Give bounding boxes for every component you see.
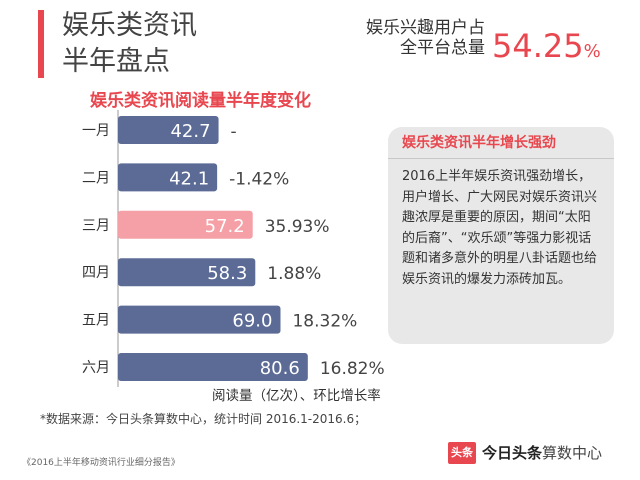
insight-panel-title: 娱乐类资讯半年增长强劲 bbox=[402, 135, 556, 151]
growth-rate-label: - bbox=[231, 122, 237, 142]
growth-rate-label: 1.88% bbox=[267, 264, 321, 284]
growth-rate-label: 35.93% bbox=[265, 217, 330, 237]
bar-value-label: 58.3 bbox=[207, 263, 247, 284]
stat-number: 54.25 bbox=[492, 27, 584, 65]
insight-panel: 娱乐类资讯半年增长强劲 2016上半年娱乐资讯强劲增长，用户增长、广大网民对娱乐… bbox=[388, 127, 614, 344]
bar-value-label: 42.1 bbox=[169, 168, 209, 189]
growth-rate-label: 18.32% bbox=[292, 312, 357, 332]
bar bbox=[118, 258, 256, 287]
data-source-note: *数据来源：今日头条算数中心，统计时间 2016.1-2016.6； bbox=[40, 412, 367, 426]
bar-value-label: 42.7 bbox=[170, 121, 210, 142]
insight-panel-divider bbox=[388, 158, 614, 159]
category-label: 六月 bbox=[82, 360, 110, 376]
category-label: 一月 bbox=[82, 123, 110, 139]
page-title-line1: 娱乐类资讯 bbox=[62, 10, 197, 41]
stat-label-line1: 娱乐兴趣用户占 bbox=[366, 18, 485, 38]
brand-text: 今日头条算数中心 bbox=[482, 442, 602, 464]
bar-value-label: 80.6 bbox=[260, 358, 300, 379]
bar bbox=[118, 210, 253, 239]
x-axis-label: 阅读量（亿次）、环比增长率 bbox=[212, 388, 381, 404]
bar bbox=[118, 353, 308, 381]
page-title: 娱乐类资讯 半年盘点 bbox=[62, 8, 197, 80]
bar-value-label: 69.0 bbox=[232, 311, 272, 332]
growth-rate-label: -1.42% bbox=[229, 169, 289, 189]
title-accent-bar bbox=[38, 10, 44, 78]
chart-title: 娱乐类资讯阅读量半年度变化 bbox=[90, 91, 311, 111]
page-title-line2: 半年盘点 bbox=[62, 46, 170, 77]
growth-rate-label: 16.82% bbox=[320, 359, 385, 379]
bar bbox=[118, 163, 218, 192]
brand-logo: 头条 bbox=[448, 442, 476, 464]
bar bbox=[118, 305, 281, 334]
brand-sub: 算数中心 bbox=[542, 444, 603, 462]
report-title: 《2016上半年移动资讯行业细分报告》 bbox=[22, 458, 180, 468]
brand-name: 今日头条 bbox=[482, 444, 543, 462]
category-label: 三月 bbox=[82, 218, 110, 234]
category-label: 五月 bbox=[82, 313, 110, 329]
insight-panel-body: 2016上半年娱乐资讯强劲增长，用户增长、广大网民对娱乐资讯兴趣浓厚是重要的原因… bbox=[402, 169, 598, 287]
category-label: 四月 bbox=[82, 265, 110, 281]
category-label: 二月 bbox=[82, 170, 110, 186]
stat-label: 娱乐兴趣用户占 全平台总量 bbox=[366, 18, 485, 58]
stat-unit: % bbox=[583, 41, 601, 62]
bar bbox=[118, 116, 219, 144]
stat-value: 54.25% bbox=[492, 28, 601, 70]
stat-label-line2: 全平台总量 bbox=[400, 38, 485, 58]
bar-value-label: 57.2 bbox=[205, 216, 245, 237]
